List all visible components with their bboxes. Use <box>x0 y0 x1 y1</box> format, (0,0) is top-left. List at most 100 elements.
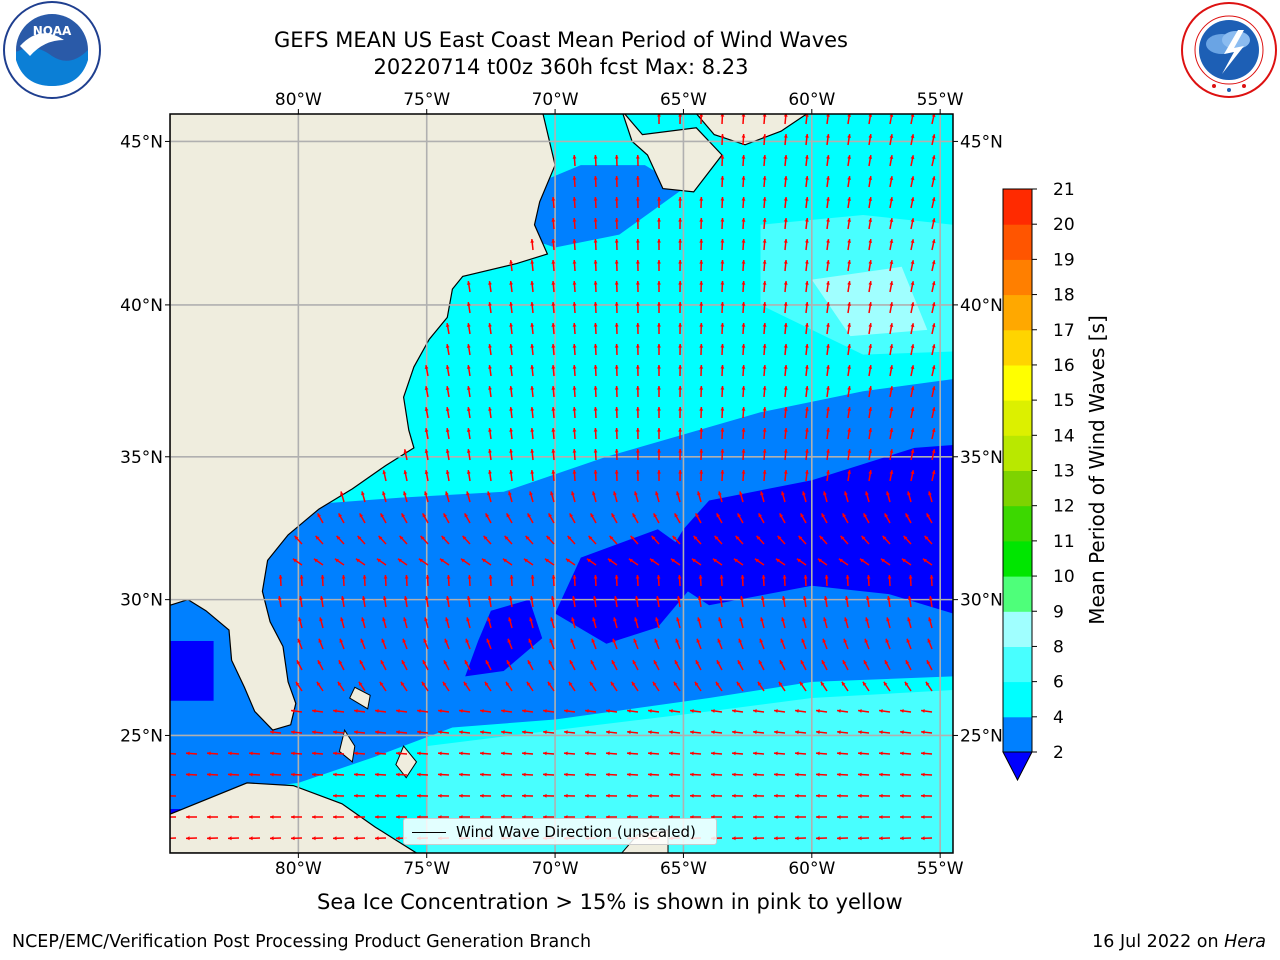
wind-wave-arrow <box>868 197 873 209</box>
arrow-head <box>774 793 778 798</box>
lon-label-top: 75°W <box>403 90 450 110</box>
arrow-head <box>572 155 577 159</box>
wind-wave-arrow <box>572 343 577 356</box>
arrow-head <box>165 752 169 756</box>
arrow-head <box>837 836 841 841</box>
arrow-head <box>678 302 682 306</box>
wind-wave-arrow <box>572 364 577 377</box>
arrow-head <box>466 407 471 411</box>
arrow-head <box>657 344 661 348</box>
arrow-head <box>424 407 429 411</box>
arrow-head <box>657 365 661 369</box>
wind-wave-arrow <box>694 513 702 524</box>
wind-wave-arrow <box>439 558 450 566</box>
wind-wave-arrow <box>695 659 702 671</box>
wind-wave-arrow <box>847 470 851 482</box>
arrow-head <box>884 660 889 665</box>
arrow-head <box>522 772 526 777</box>
wind-wave-arrow <box>847 239 851 251</box>
svg-text:NOAA: NOAA <box>33 24 72 38</box>
arrow-head <box>720 344 725 348</box>
wind-wave-arrow <box>657 322 661 335</box>
arrow-head <box>508 617 512 622</box>
arrow-head <box>921 836 925 841</box>
arrow-head <box>422 660 427 665</box>
colorbar-segment <box>1003 329 1032 366</box>
arrow-head <box>424 617 428 622</box>
arrow-head <box>678 344 682 348</box>
wind-wave-arrow <box>889 386 894 398</box>
wind-wave-arrow <box>862 681 870 692</box>
wind-wave-arrow <box>572 469 577 482</box>
arrow-head <box>678 323 682 327</box>
wind-wave-arrow <box>796 558 807 566</box>
wind-wave-arrow <box>572 322 577 335</box>
wind-wave-arrow <box>633 638 639 650</box>
wind-wave-arrow <box>815 751 828 756</box>
arrow-head <box>438 772 442 777</box>
arrow-head <box>720 281 725 285</box>
wind-wave-arrow <box>488 407 492 419</box>
wind-wave-arrow <box>910 407 915 419</box>
colorbar-tick-label: 10 <box>1053 567 1075 587</box>
arrow-head <box>800 513 804 518</box>
arrow-head <box>741 239 746 243</box>
wind-wave-arrow <box>741 175 746 188</box>
arrow-head <box>900 793 904 798</box>
wind-wave-arrow <box>773 772 786 777</box>
arrow-head <box>593 575 598 579</box>
wind-wave-arrow <box>657 343 661 356</box>
wind-wave-arrow <box>635 259 640 272</box>
arrow-head <box>501 751 505 756</box>
arrow-head <box>572 344 577 348</box>
colorbar-tick-label: 12 <box>1053 497 1075 517</box>
arrow-head <box>910 428 915 433</box>
wind-wave-arrow <box>605 793 618 798</box>
wind-wave-arrow <box>530 259 535 272</box>
wind-wave-arrow <box>631 681 639 692</box>
arrow-head <box>614 155 619 159</box>
wind-wave-arrow <box>614 238 619 251</box>
arrow-head <box>186 772 190 777</box>
wind-wave-arrow <box>762 364 767 377</box>
wind-wave-arrow <box>868 365 873 377</box>
arrow-head <box>612 638 617 643</box>
arrow-head <box>459 730 463 735</box>
arrow-head <box>551 470 556 474</box>
axis-ticks <box>165 109 958 858</box>
legend-label: Wind Wave Direction (unscaled) <box>456 823 696 841</box>
arrow-head <box>720 114 725 117</box>
wind-wave-arrow <box>227 836 240 841</box>
wind-wave-arrow <box>675 638 681 650</box>
wind-wave-arrow <box>836 772 849 777</box>
wind-wave-arrow <box>720 364 725 377</box>
arrow-head <box>509 260 513 264</box>
wind-wave-arrow <box>311 730 324 735</box>
wind-wave-arrow <box>635 175 640 188</box>
wind-wave-arrow <box>628 558 639 566</box>
wind-wave-arrow <box>802 617 807 629</box>
wind-wave-arrow <box>572 448 577 461</box>
wind-wave-arrow <box>635 574 640 587</box>
arrow-head <box>425 575 430 579</box>
arrow-head <box>445 449 450 453</box>
arrow-head <box>635 575 640 579</box>
wind-wave-arrow <box>626 730 639 735</box>
arrow-head <box>837 751 841 756</box>
wind-wave-arrow <box>741 322 746 335</box>
wind-wave-arrow <box>362 574 367 587</box>
wind-wave-arrow <box>782 574 787 587</box>
wind-wave-arrow <box>668 709 681 713</box>
arrow-head <box>586 558 591 563</box>
arrow-head <box>657 428 661 432</box>
wind-wave-arrow <box>551 574 556 587</box>
wind-wave-arrow <box>720 385 725 398</box>
wind-wave-arrow <box>416 793 429 798</box>
arrow-head <box>400 681 405 686</box>
wind-wave-arrow <box>416 751 429 756</box>
arrow-head <box>720 365 725 369</box>
arrow-head <box>522 709 526 713</box>
wind-wave-arrow <box>528 638 534 650</box>
arrow-head <box>847 407 851 411</box>
arrow-head <box>758 660 763 665</box>
